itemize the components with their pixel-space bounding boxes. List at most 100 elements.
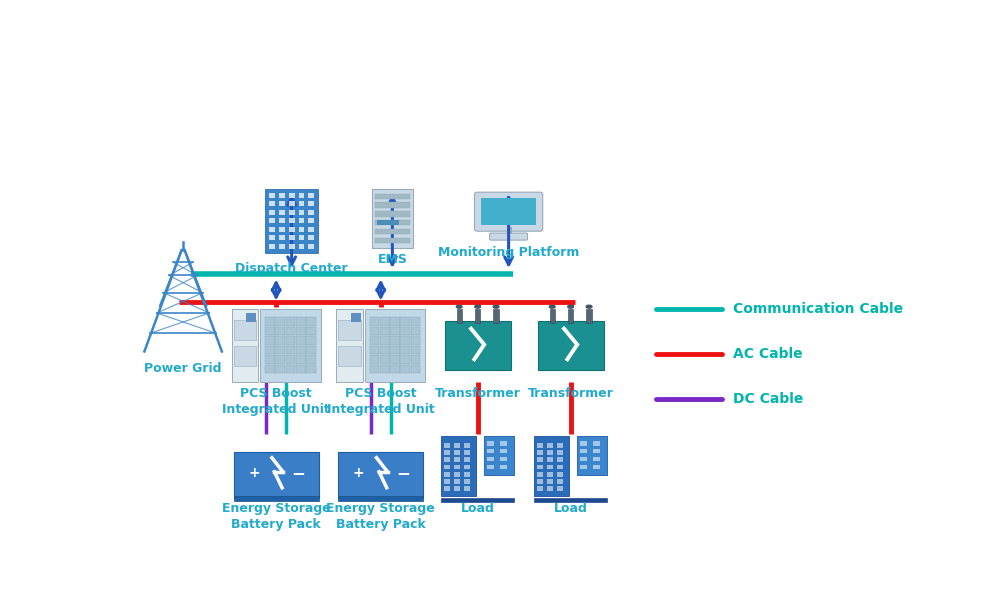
Text: Communication Cable: Communication Cable (733, 302, 904, 316)
Bar (400, 365, 410, 373)
Bar (265, 346, 275, 354)
Bar (289, 235, 295, 241)
FancyBboxPatch shape (441, 436, 476, 496)
Bar (296, 327, 306, 335)
Bar (444, 450, 450, 455)
Bar (557, 479, 563, 484)
Text: DC Cable: DC Cable (733, 392, 804, 406)
Bar (537, 450, 543, 455)
Bar (380, 336, 390, 345)
Bar (289, 244, 295, 248)
Bar (375, 211, 410, 217)
Bar (375, 238, 410, 243)
Bar (380, 327, 390, 335)
FancyBboxPatch shape (484, 436, 514, 474)
FancyBboxPatch shape (534, 436, 569, 496)
Bar (464, 443, 470, 447)
Text: PCS Boost
Integrated Unit: PCS Boost Integrated Unit (327, 387, 435, 416)
Text: Energy Storage
Battery Pack: Energy Storage Battery Pack (326, 502, 435, 531)
Text: AC Cable: AC Cable (733, 347, 803, 361)
Bar (289, 210, 295, 215)
Text: Energy Storage
Battery Pack: Energy Storage Battery Pack (222, 502, 330, 531)
Bar (375, 193, 410, 199)
Text: Transformer: Transformer (435, 387, 521, 400)
Bar (286, 365, 295, 373)
FancyBboxPatch shape (441, 498, 514, 502)
Bar (481, 198, 536, 225)
FancyBboxPatch shape (260, 309, 321, 382)
Bar (464, 472, 470, 477)
Bar (537, 457, 543, 462)
Bar (375, 203, 410, 207)
Bar (299, 244, 304, 248)
Bar (444, 443, 450, 447)
Bar (400, 346, 410, 354)
Bar (593, 457, 600, 461)
Bar (400, 327, 410, 335)
Bar (444, 465, 450, 469)
Bar (299, 210, 304, 215)
FancyBboxPatch shape (475, 192, 543, 231)
FancyBboxPatch shape (577, 436, 607, 474)
Bar (308, 210, 314, 215)
Bar (265, 336, 275, 345)
Bar (296, 317, 306, 326)
Bar (306, 346, 316, 354)
Bar (375, 220, 410, 225)
FancyBboxPatch shape (372, 189, 413, 248)
Bar (275, 355, 285, 364)
Bar (400, 355, 410, 364)
FancyBboxPatch shape (234, 496, 319, 501)
Bar (306, 317, 316, 326)
Bar (390, 327, 400, 335)
Bar (265, 355, 275, 364)
Bar (487, 457, 494, 461)
Bar (299, 235, 304, 241)
Bar (370, 327, 379, 335)
Bar (380, 346, 390, 354)
Bar (265, 327, 275, 335)
Bar (390, 317, 400, 326)
FancyBboxPatch shape (234, 452, 319, 498)
Bar (306, 355, 316, 364)
Bar (289, 218, 295, 223)
Bar (464, 457, 470, 462)
Bar (454, 457, 460, 462)
Bar (547, 487, 553, 491)
Text: Dispatch Center: Dispatch Center (235, 262, 348, 275)
Bar (308, 226, 314, 232)
Bar (557, 457, 563, 462)
FancyBboxPatch shape (445, 321, 511, 370)
Bar (550, 309, 555, 323)
Circle shape (567, 305, 574, 309)
Bar (265, 365, 275, 373)
Bar (370, 336, 379, 345)
Bar (547, 443, 553, 447)
Bar (444, 457, 450, 462)
Bar (568, 309, 573, 323)
Text: EMS: EMS (377, 253, 407, 266)
Bar (390, 355, 400, 364)
Bar (411, 346, 420, 354)
Bar (306, 365, 316, 373)
Circle shape (549, 305, 556, 309)
Bar (306, 336, 316, 345)
Bar (289, 193, 295, 198)
Bar (299, 201, 304, 206)
Bar (487, 449, 494, 453)
Bar (464, 479, 470, 484)
Bar (377, 220, 399, 225)
Bar (299, 193, 304, 198)
Bar (454, 443, 460, 447)
Bar (269, 244, 275, 248)
Bar (593, 449, 600, 453)
Bar (370, 365, 379, 373)
Circle shape (585, 305, 593, 309)
Bar (547, 472, 553, 477)
Bar (444, 479, 450, 484)
Bar (269, 218, 275, 223)
Bar (299, 226, 304, 232)
Bar (279, 201, 285, 206)
Bar (557, 487, 563, 491)
Bar (275, 346, 285, 354)
